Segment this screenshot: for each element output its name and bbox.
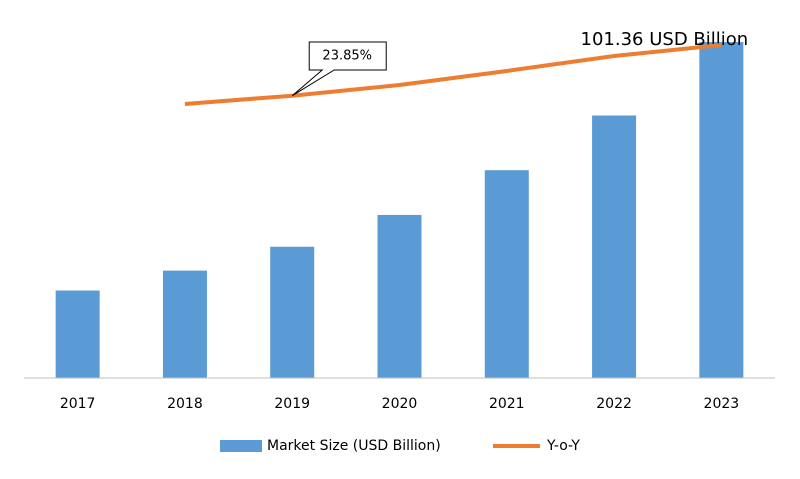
bar [699,42,744,379]
bar [484,170,529,378]
bar [270,246,315,378]
callout-box [291,41,387,97]
x-tick-label: 2023 [704,396,740,412]
legend-label: Market Size (USD Billion) [267,438,441,454]
x-tick-label: 2021 [489,396,525,412]
x-tick-label: 2022 [596,396,632,412]
data-label: 101.36 USD Billion [581,29,749,50]
data-label: 23.85% [322,49,372,64]
line [184,43,722,106]
bar [377,214,422,378]
bar [162,270,207,378]
x-tick-label: 2018 [167,396,203,412]
legend-label: Y-o-Y [546,438,580,454]
x-tick-label: 2019 [274,396,310,412]
legend-swatch [220,440,262,452]
x-tick-label: 2017 [60,396,96,412]
x-tick-label: 2020 [382,396,418,412]
bar [592,115,637,378]
bar [55,290,100,378]
